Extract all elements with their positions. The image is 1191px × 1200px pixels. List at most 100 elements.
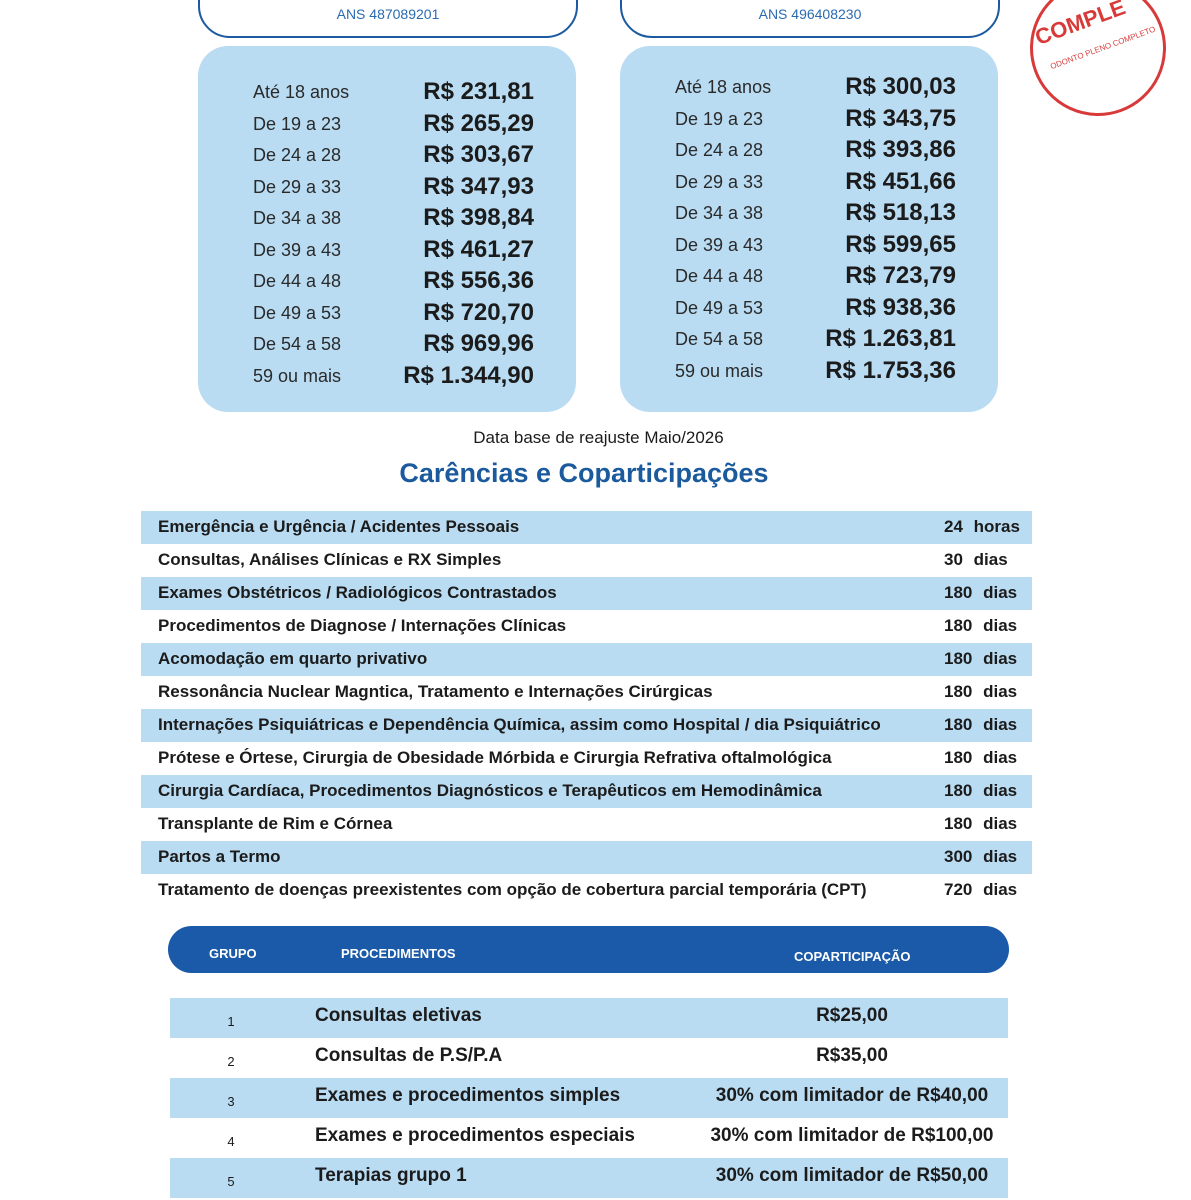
price-row: De 49 a 53 R$ 938,36 xyxy=(620,294,998,325)
carencia-row: Procedimentos de Diagnose / Internações … xyxy=(141,610,1032,643)
age-range: De 49 a 53 xyxy=(675,297,764,318)
carencia-label: Tratamento de doenças preexistentes com … xyxy=(158,880,867,899)
carencia-value: 180 dias xyxy=(944,715,1018,734)
price: R$ 723,79 xyxy=(845,262,956,289)
age-range: De 29 a 33 xyxy=(253,176,342,197)
carencia-label: Prótese e Órtese, Cirurgia de Obesidade … xyxy=(158,748,832,767)
carencia-value: 180 dias xyxy=(944,649,1018,668)
copart-value: 30% com limitador de R$50,00 xyxy=(715,1165,989,1186)
price-box: Até 18 anos R$ 300,03 De 19 a 23 R$ 343,75 D… xyxy=(620,46,998,412)
carencia-row: Exames Obstétricos / Radiológicos Contra… xyxy=(141,577,1032,610)
carencia-label: Transplante de Rim e Córnea xyxy=(158,814,393,833)
copart-value: R$35,00 xyxy=(816,1045,888,1066)
age-range: Até 18 anos xyxy=(675,77,772,97)
price: R$ 1.263,81 xyxy=(825,325,956,352)
age-range: De 24 a 28 xyxy=(675,140,764,160)
age-range: De 44 a 48 xyxy=(253,271,342,291)
carencia-row: Consultas, Análises Clínicas e RX Simple… xyxy=(141,544,1032,577)
price-row: De 34 a 38 R$ 398,84 xyxy=(198,204,576,235)
carencia-value: 24 horas xyxy=(944,517,1020,536)
carencia-label: Procedimentos de Diagnose / Internações … xyxy=(158,616,567,635)
age-range: De 39 a 43 xyxy=(253,239,342,260)
group: 1 xyxy=(227,1014,235,1029)
age-range: De 54 a 58 xyxy=(675,329,764,349)
copart-value: 30% com limitador de R$100,00 xyxy=(710,1125,994,1146)
carencia-row: Tratamento de doenças preexistentes com … xyxy=(141,874,1032,907)
carencia-label: Ressonância Nuclear Magntica, Tratamento… xyxy=(158,682,713,701)
carencia-value: 180 dias xyxy=(944,781,1018,800)
price: R$ 1.753,36 xyxy=(825,356,956,384)
price-row: De 34 a 38 R$ 518,13 xyxy=(620,199,998,230)
age-range: 59 ou mais xyxy=(675,360,764,381)
price-row: 59 ou mais R$ 1.753,36 xyxy=(620,357,998,388)
group: 3 xyxy=(227,1094,235,1109)
price-row: De 19 a 23 R$ 343,75 xyxy=(620,105,998,136)
price: R$ 231,81 xyxy=(423,78,534,105)
carencia-label: Emergência e Urgência / Acidentes Pessoa… xyxy=(158,517,520,536)
price: R$ 343,75 xyxy=(845,104,956,132)
copart-row: 4 Exames e procedimentos especiais 30% com… xyxy=(170,1118,1008,1158)
price: R$ 1.344,90 xyxy=(403,361,534,389)
price: R$ 969,96 xyxy=(423,330,534,357)
price-row: Até 18 anos R$ 300,03 xyxy=(620,73,998,104)
carencia-label: Consultas, Análises Clínicas e RX Simple… xyxy=(158,550,502,569)
carencia-label: Exames Obstétricos / Radiológicos Contra… xyxy=(158,583,557,602)
carencia-label: Cirurgia Cardíaca, Procedimentos Diagnós… xyxy=(158,781,822,800)
carencia-value: 300 dias xyxy=(944,847,1018,866)
age-range: De 34 a 38 xyxy=(675,203,764,223)
procedure: Consultas eletivas xyxy=(315,1005,482,1026)
age-range: De 54 a 58 xyxy=(253,334,342,354)
carencia-value: 180 dias xyxy=(944,583,1018,602)
copart-row: 5 Terapias grupo 1 30% com limitador de R$… xyxy=(170,1158,1008,1198)
stamp: COMPLE ODONTO PLENO COMPLETO xyxy=(1010,0,1186,136)
price-row: De 24 a 28 R$ 393,86 xyxy=(620,136,998,167)
copart-value: 30% com limitador de R$40,00 xyxy=(715,1085,989,1106)
price-row: De 44 a 48 R$ 723,79 xyxy=(620,262,998,293)
age-range: Até 18 anos xyxy=(253,82,350,102)
note: Data base de reajuste Maio/2026 xyxy=(473,428,724,447)
price-row: Até 18 anos R$ 231,81 xyxy=(198,78,576,109)
procedure: Exames e procedimentos simples xyxy=(315,1085,621,1106)
carencia-value: 180 dias xyxy=(944,616,1018,635)
carencia-label: Acomodação em quarto privativo xyxy=(158,649,428,668)
carencia-row: Internações Psiquiátricas e Dependência … xyxy=(141,709,1032,742)
carencia-row: Emergência e Urgência / Acidentes Pessoa… xyxy=(141,511,1032,544)
group: 5 xyxy=(227,1174,235,1189)
plan-header: ANS 487089201 xyxy=(198,0,578,38)
price-row: De 49 a 53 R$ 720,70 xyxy=(198,299,576,330)
price-row: De 29 a 33 R$ 347,93 xyxy=(198,173,576,204)
carencia-row: Acomodação em quarto privativo 180 dias xyxy=(141,643,1032,676)
age-range: 59 ou mais xyxy=(253,365,342,386)
procedure: Consultas de P.S/P.A xyxy=(315,1045,503,1066)
price-row: De 54 a 58 R$ 1.263,81 xyxy=(620,325,998,356)
header-cell: COPARTICIPAÇÃO xyxy=(794,949,911,964)
carencia-row: Transplante de Rim e Córnea 180 dias xyxy=(141,808,1032,841)
price: R$ 938,36 xyxy=(845,293,956,321)
price: R$ 518,13 xyxy=(845,199,956,226)
price-row: De 39 a 43 R$ 599,65 xyxy=(620,231,998,262)
carencia-row: Ressonância Nuclear Magntica, Tratamento… xyxy=(141,676,1032,709)
age-range: De 24 a 28 xyxy=(253,145,342,165)
carencia-label: Partos a Termo xyxy=(158,847,281,866)
price-row: De 39 a 43 R$ 461,27 xyxy=(198,236,576,267)
price-box: Até 18 anos R$ 231,81 De 19 a 23 R$ 265,29 D… xyxy=(198,46,576,412)
copart-row: 3 Exames e procedimentos simples 30% com l… xyxy=(170,1078,1008,1118)
age-range: De 19 a 23 xyxy=(253,113,342,134)
ans-code: ANS 496408230 xyxy=(758,6,862,22)
copart-value: R$25,00 xyxy=(816,1005,888,1026)
header-cell: PROCEDIMENTOS xyxy=(341,946,456,961)
carencia-value: 180 dias xyxy=(944,682,1018,701)
header-cell: GRUPO xyxy=(209,946,257,961)
procedure: Exames e procedimentos especiais xyxy=(315,1125,635,1146)
carencia-row: Prótese e Órtese, Cirurgia de Obesidade … xyxy=(141,742,1032,775)
price: R$ 347,93 xyxy=(423,172,534,200)
price: R$ 556,36 xyxy=(423,267,534,294)
age-range: De 44 a 48 xyxy=(675,266,764,286)
carencia-label: Internações Psiquiátricas e Dependência … xyxy=(158,715,881,734)
copart-row: 2 Consultas de P.S/P.A R$35,00 xyxy=(170,1038,1008,1078)
age-range: De 29 a 33 xyxy=(675,171,764,192)
age-range: De 49 a 53 xyxy=(253,302,342,323)
price: R$ 300,03 xyxy=(845,73,956,100)
price-row: De 19 a 23 R$ 265,29 xyxy=(198,110,576,141)
